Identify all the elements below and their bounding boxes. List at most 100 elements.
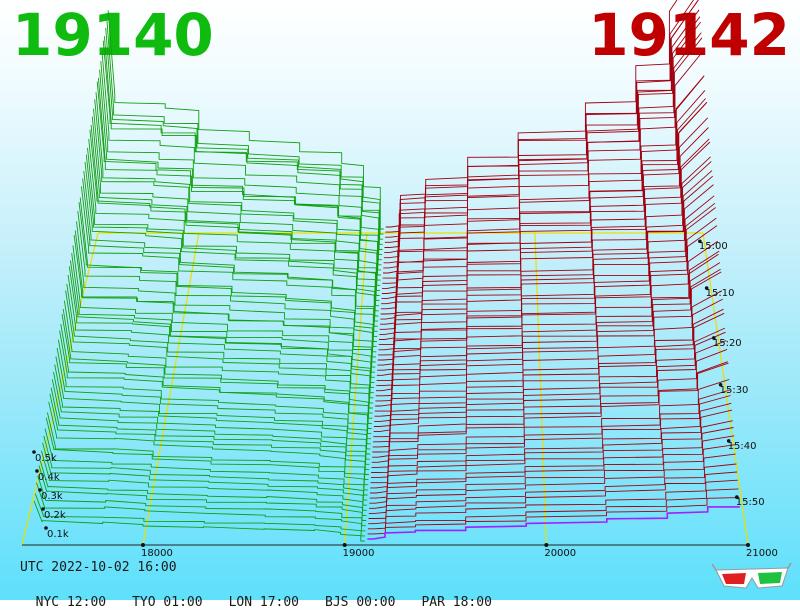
bid-depth-line (38, 465, 367, 521)
tz-lon: LON 17:00 (228, 595, 300, 610)
time-tick-marker (735, 495, 739, 499)
grid-line-21000 (702, 232, 749, 546)
y-tick-label: 0.1k (47, 529, 69, 540)
y-tick-marker (35, 469, 39, 473)
bid-depth-line (88, 138, 379, 312)
bid-depth-line (105, 27, 384, 240)
bid-depth-line (55, 356, 371, 450)
ask-depth-line (384, 16, 701, 254)
bid-depth-line (102, 40, 383, 250)
time-tick-label: 15:20 (713, 338, 742, 349)
ask-depth-line (367, 497, 740, 535)
bid-depth-line (60, 323, 372, 429)
bid-depth-line (37, 475, 366, 527)
time-tick-label: 15:30 (720, 385, 749, 396)
bid-depth-line (56, 347, 371, 445)
ask-depth-line (369, 453, 736, 509)
time-tick-marker (698, 239, 702, 244)
bid-depth-line (68, 266, 374, 394)
tz-bjs: BJS 00:00 (325, 595, 396, 610)
y-tick-label: 0.4k (38, 472, 60, 483)
bid-depth-line (95, 92, 381, 281)
bid-depth-line (99, 69, 382, 266)
bid-depth-line (39, 460, 367, 516)
bid-depth-line (50, 387, 370, 470)
ask-depth-line (370, 409, 733, 484)
ask-depth-line (371, 389, 731, 468)
bid-depth-line (67, 274, 374, 399)
time-tick-label: 15:00 (699, 241, 728, 252)
bid-depth-line (33, 500, 365, 542)
time-tick-marker (704, 286, 709, 290)
grid-line-19000 (344, 232, 368, 546)
bid-depth-line (66, 283, 374, 404)
y-tick-label: 0.3k (41, 491, 63, 502)
bid-depth-line (48, 401, 369, 481)
time-tick-label: 15:10 (706, 288, 735, 299)
ask-depth-line (372, 362, 729, 458)
bid-depth-line (83, 171, 378, 332)
bid-depth-line (106, 20, 384, 235)
bid-depth-line (59, 330, 372, 435)
ask-depth-line (384, 0, 699, 243)
bid-depth-line (57, 339, 371, 440)
bid-depth-line (101, 51, 383, 256)
bid-depth-line (45, 417, 368, 491)
ask-depth-line (380, 138, 710, 320)
time-tick-marker (718, 382, 723, 387)
ask-depth-line (383, 51, 704, 274)
bid-depth-line (62, 308, 373, 419)
tz-par: PAR 18:00 (421, 595, 492, 610)
time-tick-marker (726, 439, 731, 443)
bid-depth-line (43, 435, 368, 501)
bid-depth-line (76, 221, 376, 363)
bid-depth-line (87, 147, 379, 317)
bid-depth-line (73, 234, 375, 373)
bid-depth-line (96, 81, 381, 276)
ask-depth-line (371, 395, 731, 473)
bid-depth-line (79, 197, 377, 348)
ask-depth-line (369, 435, 735, 499)
x-tick-label: 19000 (343, 548, 375, 559)
bid-depth-line (36, 482, 366, 532)
x-tick-marker (746, 543, 750, 547)
bid-depth-line (100, 61, 382, 261)
ask-depth-line (368, 479, 738, 525)
bid-price: 19140 (12, 1, 214, 69)
bid-depth-line (89, 129, 380, 307)
utc-time: UTC 2022-10-02 16:00 (20, 560, 177, 575)
x-tick-label: 20000 (544, 548, 576, 559)
y-tick-label: 0.2k (44, 510, 66, 521)
bid-depth-line (84, 161, 378, 327)
bid-depth-line (85, 154, 379, 322)
ask-depth-line (367, 488, 739, 530)
time-tick-marker (712, 336, 716, 340)
bid-depth-line (63, 300, 373, 414)
bid-depth-line (93, 108, 380, 291)
bid-depth-line (74, 230, 376, 368)
bid-depth-line (54, 364, 371, 455)
y-tick-marker (41, 507, 45, 511)
bid-depth-line (107, 10, 384, 230)
bid-depth-line (80, 186, 377, 342)
y-tick-label: 0.5k (35, 453, 57, 464)
3d-glasses-icon[interactable] (712, 560, 792, 592)
ask-depth-line (370, 420, 733, 489)
ask-depth-line (385, 0, 694, 233)
bid-depth-line (61, 314, 372, 424)
tz-nyc: NYC 12:00 (35, 595, 107, 610)
bid-depth-layer (33, 10, 384, 542)
bid-depth-line (72, 245, 375, 378)
grid-left-edge (21, 232, 99, 546)
bid-depth-line (51, 379, 370, 465)
bid-depth-line (53, 372, 370, 460)
axis-layer: 18000 19000 20000 21000 0.1k 0.2k 0.3k 0.4k 0.5k… (22, 239, 778, 559)
ask-depth-line (368, 471, 738, 519)
bid-depth-line (91, 116, 380, 296)
bid-depth-line (65, 290, 373, 409)
bid-depth-line (71, 253, 375, 383)
bid-depth-line (70, 260, 375, 389)
y-tick-marker (32, 450, 36, 454)
x-tick-marker (141, 543, 145, 547)
